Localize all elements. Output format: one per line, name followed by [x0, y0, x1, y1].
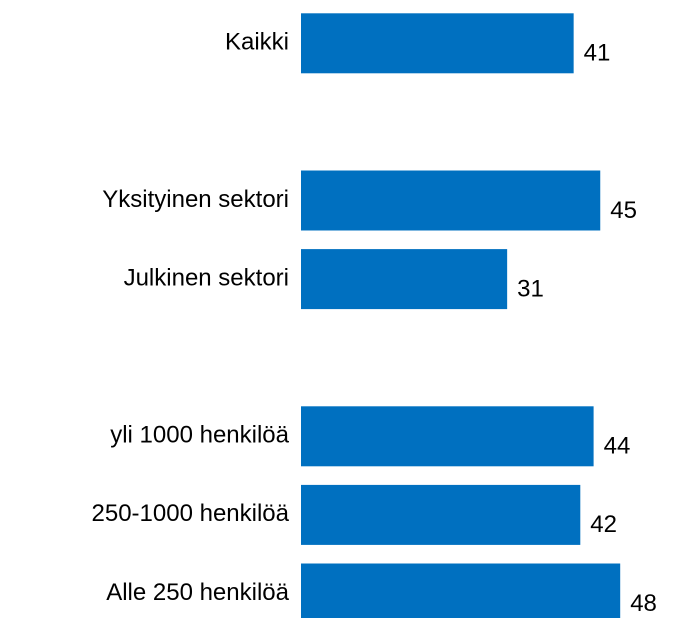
category-label: 250-1000 henkilöä [92, 500, 290, 527]
category-label: yli 1000 henkilöä [110, 422, 289, 449]
category-label: Alle 250 henkilöä [106, 579, 289, 606]
category-label: Yksityinen sektori [102, 186, 289, 213]
bar [301, 13, 574, 74]
bar [301, 170, 601, 231]
value-label: 44 [604, 433, 631, 460]
value-label: 31 [517, 275, 544, 302]
value-label: 45 [610, 197, 637, 224]
value-label: 48 [630, 590, 657, 617]
category-label: Julkinen sektori [124, 264, 289, 291]
value-label: 42 [590, 511, 617, 538]
bar [301, 563, 621, 618]
category-label: Kaikki [225, 29, 289, 56]
value-label: 41 [584, 40, 611, 67]
bar [301, 249, 508, 310]
bar [301, 484, 581, 545]
bar [301, 406, 594, 467]
